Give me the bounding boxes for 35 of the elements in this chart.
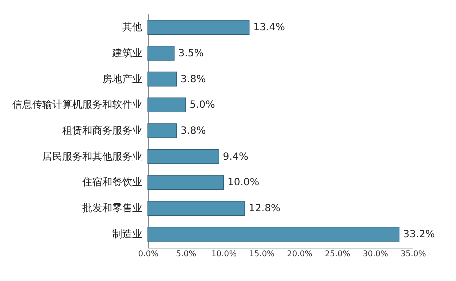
x-tick-label: 5.0% [176,250,197,258]
bar [148,98,186,113]
data-label: 13.4% [253,22,286,34]
y-tick-label: 信息传输计算机服务和软件业 [12,99,142,112]
bar [148,20,250,35]
bar [148,227,400,242]
bar [148,124,178,138]
bar [148,175,224,190]
data-label: 12.8% [248,204,281,215]
data-label: 5.0% [190,100,216,112]
y-tick-label: 制造业 [112,228,142,240]
data-label: 33.2% [403,229,436,240]
y-tick-label: 租赁和商务服务业 [62,125,142,137]
x-tick-label: 30.0% [362,250,389,258]
data-label: 9.4% [223,152,249,163]
y-tick-label: 其他 [122,22,142,34]
bar [148,72,178,87]
x-tick-label: 0.0% [138,250,160,258]
data-label: 3.5% [178,48,204,60]
bar [148,149,220,164]
y-tick-label: 房地产业 [102,73,142,86]
data-label: 3.8% [180,74,206,86]
data-label: 10.0% [228,178,260,189]
y-tick-label: 住宿和餐饮业 [82,176,142,189]
x-tick-label: 20.0% [287,250,314,258]
bar [148,201,246,216]
x-tick-label: 35.0% [400,250,427,258]
x-tick-label: 25.0% [325,250,351,258]
y-tick-label: 建筑业 [112,47,142,60]
x-tick-label: 10.0% [212,250,238,258]
data-label: 3.8% [180,126,206,137]
y-tick-label: 居民服务和其他服务业 [42,150,142,163]
bar [148,46,175,61]
y-tick-label: 批发和零售业 [82,202,142,215]
x-tick-label: 15.0% [249,250,276,258]
